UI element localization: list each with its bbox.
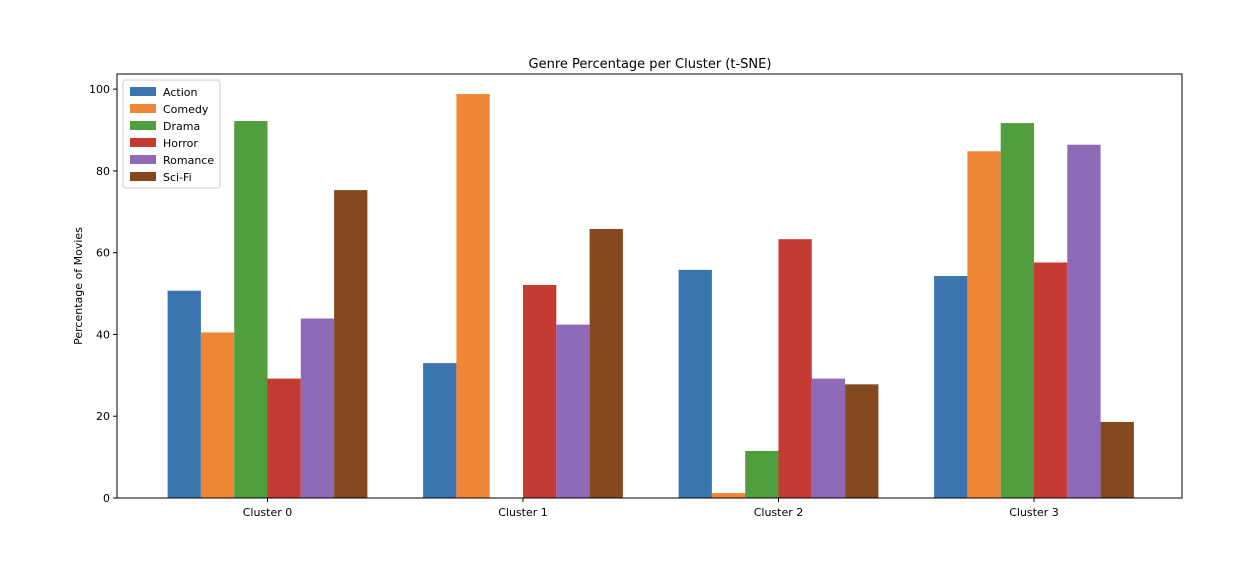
bar-romance-cluster-0 (300, 318, 335, 498)
bar-comedy-cluster-1 (456, 94, 490, 498)
legend-swatch (130, 121, 156, 130)
bar-drama-cluster-2 (745, 450, 779, 498)
legend-label: Action (163, 86, 197, 99)
legend-swatch (130, 104, 156, 113)
bar-romance-cluster-3 (1067, 144, 1101, 499)
bar-sci-fi-cluster-3 (1100, 421, 1134, 498)
y-tick-label: 100 (89, 83, 110, 96)
legend-label: Horror (163, 137, 198, 150)
y-tick-label: 80 (96, 165, 110, 178)
bar-romance-cluster-2 (811, 378, 846, 498)
legend: Action Comedy Drama Horror Romance Sci-Fi (122, 79, 221, 189)
legend-label: Romance (163, 154, 214, 167)
bar-comedy-cluster-2 (711, 493, 746, 498)
x-tick-label: Cluster 2 (754, 506, 804, 519)
y-tick-label: 40 (96, 328, 110, 341)
x-tick-label: Cluster 3 (1009, 506, 1059, 519)
bar-action-cluster-1 (423, 363, 457, 498)
legend-swatch (130, 155, 156, 164)
x-axis: Cluster 0 Cluster 1 Cluster 2 Cluster 3 (243, 498, 1059, 519)
y-axis: 0 20 40 60 80 100 (89, 83, 117, 505)
legend-swatch (130, 87, 156, 96)
bar-romance-cluster-1 (556, 324, 590, 498)
bar-drama-cluster-0 (234, 121, 268, 499)
chart-title: Genre Percentage per Cluster (t-SNE) (529, 57, 772, 72)
bar-comedy-cluster-0 (200, 332, 235, 498)
y-tick-label: 0 (103, 492, 110, 505)
legend-label: Sci-Fi (163, 171, 192, 184)
x-tick-label: Cluster 0 (243, 506, 293, 519)
legend-label: Drama (163, 120, 200, 133)
bar-action-cluster-2 (678, 269, 712, 498)
legend-label: Comedy (163, 103, 209, 116)
bar-horror-cluster-1 (523, 284, 557, 498)
bar-drama-cluster-3 (1000, 123, 1034, 498)
bar-sci-fi-cluster-1 (589, 228, 623, 498)
legend-swatch (130, 138, 156, 147)
bar-sci-fi-cluster-0 (334, 190, 368, 498)
plot-frame (116, 73, 1183, 499)
bar-horror-cluster-0 (267, 378, 301, 498)
x-tick-label: Cluster 1 (498, 506, 548, 519)
y-axis-label: Percentage of Movies (72, 227, 85, 345)
y-tick-label: 60 (96, 247, 110, 260)
bars (167, 94, 1134, 499)
bar-horror-cluster-3 (1034, 262, 1068, 498)
bar-comedy-cluster-3 (967, 151, 1001, 498)
bar-sci-fi-cluster-2 (845, 384, 879, 498)
bar-action-cluster-3 (934, 275, 968, 498)
bar-horror-cluster-2 (778, 239, 812, 498)
y-tick-label: 20 (96, 410, 110, 423)
legend-swatch (130, 172, 156, 181)
bar-action-cluster-0 (167, 290, 201, 498)
